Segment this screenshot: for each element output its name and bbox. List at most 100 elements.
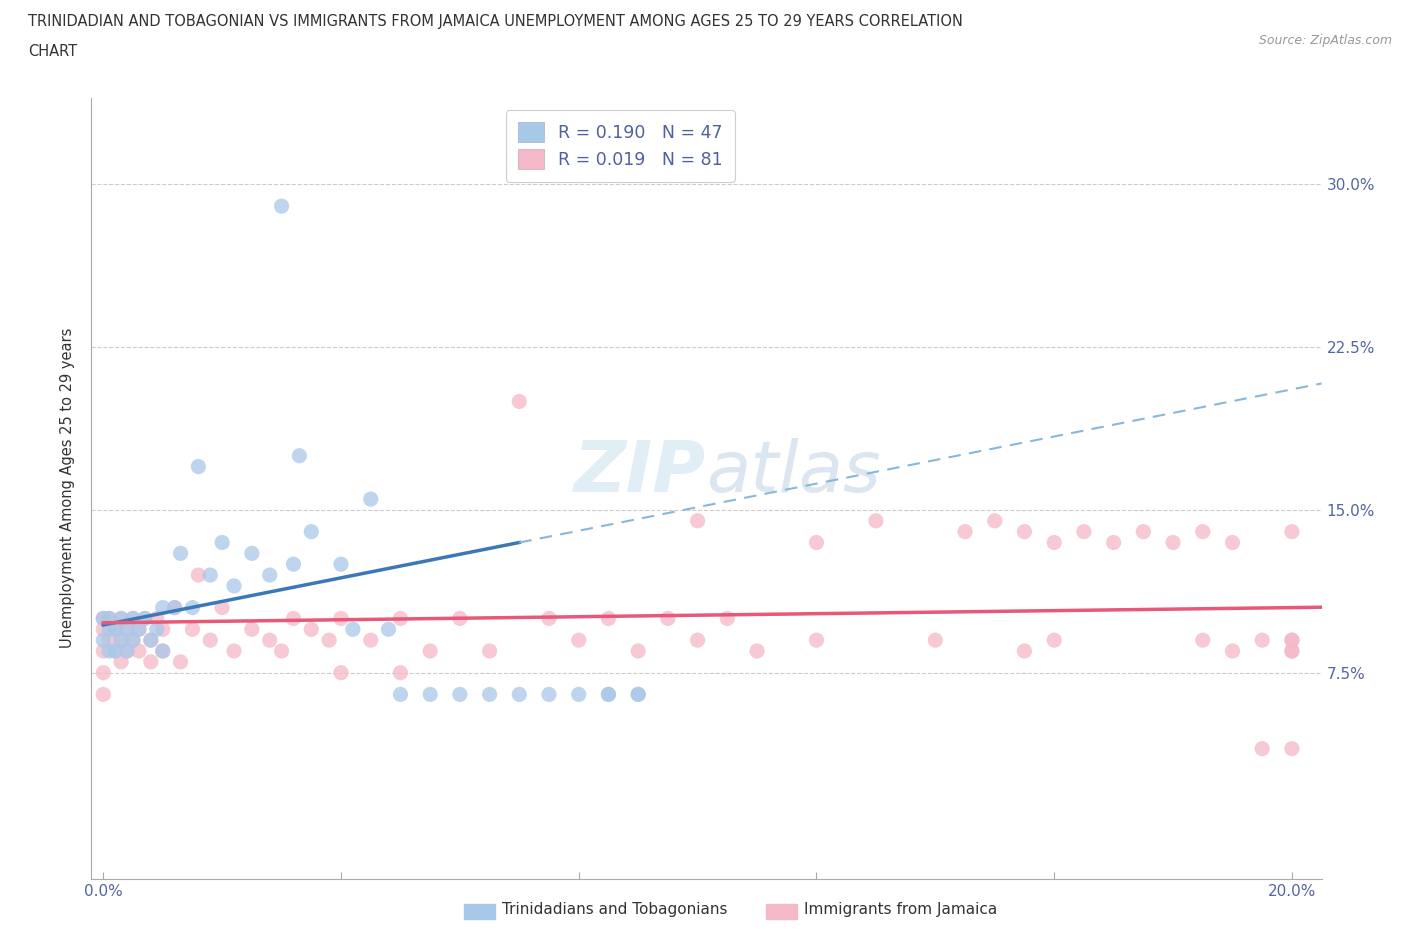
- Point: [169, 546, 191, 561]
- Point: [163, 600, 186, 615]
- Point: [110, 611, 132, 626]
- Point: [984, 513, 1007, 528]
- Point: [115, 622, 138, 637]
- Point: [627, 687, 650, 702]
- Point: [377, 622, 399, 637]
- Point: [91, 644, 114, 658]
- Point: [598, 687, 620, 702]
- Text: CHART: CHART: [28, 44, 77, 59]
- Point: [115, 644, 138, 658]
- Point: [478, 687, 501, 702]
- Point: [115, 622, 138, 637]
- Point: [806, 632, 828, 647]
- Point: [200, 632, 222, 647]
- Point: [330, 665, 353, 680]
- Point: [152, 622, 174, 637]
- Point: [806, 535, 828, 550]
- Point: [104, 644, 127, 658]
- Point: [686, 513, 709, 528]
- Point: [98, 632, 121, 647]
- Point: [91, 611, 114, 626]
- Point: [240, 546, 263, 561]
- Point: [181, 622, 204, 637]
- Point: [924, 632, 946, 647]
- Point: [110, 632, 132, 647]
- Point: [318, 632, 340, 647]
- Point: [598, 687, 620, 702]
- Point: [187, 567, 209, 582]
- Point: [1281, 525, 1303, 539]
- Point: [299, 525, 322, 539]
- Point: [598, 611, 620, 626]
- Point: [270, 644, 292, 658]
- Text: ZIP: ZIP: [574, 438, 706, 507]
- Point: [1014, 525, 1036, 539]
- Point: [1043, 535, 1066, 550]
- Text: Trinidadians and Tobagonians: Trinidadians and Tobagonians: [502, 902, 727, 917]
- Point: [568, 632, 591, 647]
- Point: [211, 600, 233, 615]
- Point: [134, 611, 156, 626]
- Text: atlas: atlas: [706, 438, 882, 507]
- Point: [122, 611, 145, 626]
- Point: [152, 600, 174, 615]
- Point: [163, 600, 186, 615]
- Point: [98, 611, 121, 626]
- Point: [449, 611, 471, 626]
- Text: Immigrants from Jamaica: Immigrants from Jamaica: [804, 902, 997, 917]
- Point: [1251, 632, 1274, 647]
- Point: [110, 611, 132, 626]
- Point: [389, 665, 412, 680]
- Point: [1222, 644, 1244, 658]
- Point: [283, 557, 305, 572]
- Point: [122, 632, 145, 647]
- Point: [1281, 644, 1303, 658]
- Point: [104, 644, 127, 658]
- Point: [98, 622, 121, 637]
- Point: [222, 644, 245, 658]
- Point: [104, 622, 127, 637]
- Point: [1102, 535, 1125, 550]
- Point: [1191, 525, 1213, 539]
- Point: [360, 632, 382, 647]
- Point: [91, 632, 114, 647]
- Point: [686, 632, 709, 647]
- Point: [152, 644, 174, 658]
- Point: [389, 687, 412, 702]
- Point: [98, 611, 121, 626]
- Point: [128, 622, 150, 637]
- Point: [128, 622, 150, 637]
- Point: [200, 567, 222, 582]
- Point: [222, 578, 245, 593]
- Y-axis label: Unemployment Among Ages 25 to 29 years: Unemployment Among Ages 25 to 29 years: [60, 328, 76, 648]
- Point: [1073, 525, 1095, 539]
- Point: [657, 611, 679, 626]
- Point: [115, 644, 138, 658]
- Point: [568, 687, 591, 702]
- Point: [139, 655, 162, 670]
- Point: [110, 655, 132, 670]
- Point: [1222, 535, 1244, 550]
- Point: [508, 394, 530, 409]
- Point: [1281, 741, 1303, 756]
- Point: [211, 535, 233, 550]
- Point: [128, 644, 150, 658]
- Point: [1251, 741, 1274, 756]
- Point: [330, 611, 353, 626]
- Point: [181, 600, 204, 615]
- Point: [419, 644, 441, 658]
- Point: [537, 611, 560, 626]
- Point: [288, 448, 311, 463]
- Point: [91, 665, 114, 680]
- Point: [91, 687, 114, 702]
- Point: [1132, 525, 1154, 539]
- Point: [449, 687, 471, 702]
- Legend: R = 0.190   N = 47, R = 0.019   N = 81: R = 0.190 N = 47, R = 0.019 N = 81: [506, 111, 735, 181]
- Point: [1014, 644, 1036, 658]
- Point: [330, 557, 353, 572]
- Point: [91, 611, 114, 626]
- Point: [240, 622, 263, 637]
- Point: [139, 632, 162, 647]
- Point: [145, 611, 167, 626]
- Point: [122, 632, 145, 647]
